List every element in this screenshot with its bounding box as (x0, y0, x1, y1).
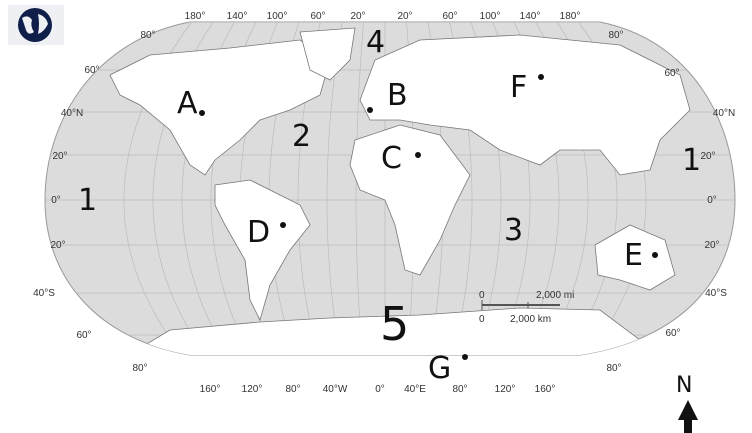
left-latitude-label: 60° (76, 330, 91, 341)
north-arrow-icon (678, 400, 698, 433)
left-latitude-label: 80° (132, 363, 147, 374)
right-latitude-label: 0° (707, 195, 717, 206)
top-longitude-label: 180° (185, 11, 206, 22)
right-latitude-label: 20° (704, 240, 719, 251)
ocean-label-1: 1 (78, 183, 97, 218)
north-america (109, 39, 331, 176)
australia (594, 224, 676, 291)
bottom-longitude-label: 120° (495, 384, 516, 395)
bottom-longitude-label: 160° (535, 384, 556, 395)
point-marker (367, 107, 373, 113)
point-marker (538, 74, 544, 80)
left-latitude-label: 20° (52, 151, 67, 162)
top-longitude-label: 60° (442, 11, 457, 22)
point-label-a: A (177, 86, 198, 121)
point-label-e: E (624, 238, 643, 273)
top-longitude-label: 60° (310, 11, 325, 22)
longitude-line (355, 22, 364, 355)
scale-miles: 2,000 mi (536, 290, 574, 301)
right-latitude-label: 40°N (713, 108, 735, 119)
africa (349, 124, 471, 276)
right-latitude-label: 60° (665, 328, 680, 339)
bottom-longitude-label: 40°E (404, 384, 426, 395)
ocean-label-3: 3 (504, 213, 523, 248)
continents (109, 27, 691, 355)
left-latitude-label: 60° (84, 65, 99, 76)
ocean-label-5: 5 (380, 297, 409, 351)
greenland (299, 27, 356, 81)
top-longitude-label: 140° (520, 11, 541, 22)
globe-icon (8, 5, 64, 45)
top-longitude-label: 100° (480, 11, 501, 22)
bottom-longitude-label: 80° (285, 384, 300, 395)
point-label-g: G (428, 351, 451, 386)
point-label-c: C (381, 141, 402, 176)
bottom-longitude-label: 160° (200, 384, 221, 395)
right-latitude-label: 80° (608, 30, 623, 41)
point-marker (462, 354, 468, 360)
point-marker (415, 152, 421, 158)
scale-bar: 0 2,000 mi 0 2,000 km (479, 290, 574, 325)
right-latitude-label: 80° (606, 363, 621, 374)
left-latitude-label: 0° (51, 195, 61, 206)
scale-zero-bottom: 0 (479, 314, 485, 325)
right-latitude-label: 20° (700, 151, 715, 162)
right-latitude-label: 40°S (705, 288, 727, 299)
left-latitude-label: 40°S (33, 288, 55, 299)
north-label: N (676, 373, 692, 398)
left-latitude-label: 40°N (61, 108, 83, 119)
ocean-label-4: 4 (366, 25, 385, 60)
bottom-longitude-label: 120° (242, 384, 263, 395)
left-latitude-label: 80° (140, 30, 155, 41)
bottom-longitude-label: 80° (452, 384, 467, 395)
point-marker (280, 222, 286, 228)
top-longitude-label: 20° (350, 11, 365, 22)
top-longitude-label: 140° (227, 11, 248, 22)
scale-zero-top: 0 (479, 290, 485, 301)
scale-km: 2,000 km (510, 314, 551, 325)
point-label-f: F (510, 70, 527, 105)
point-marker (199, 110, 205, 116)
ocean-label-2: 2 (292, 119, 311, 154)
point-marker (652, 252, 658, 258)
bottom-longitude-label: 40°W (323, 384, 348, 395)
right-latitude-label: 60° (664, 68, 679, 79)
bottom-longitude-label: 0° (375, 384, 385, 395)
left-latitude-label: 20° (50, 240, 65, 251)
top-longitude-label: 20° (397, 11, 412, 22)
top-longitude-label: 180° (560, 11, 581, 22)
top-longitude-label: 100° (267, 11, 288, 22)
antarctica (118, 307, 661, 355)
south-america (214, 179, 311, 322)
ocean-label-1: 1 (682, 143, 701, 178)
point-label-d: D (247, 215, 270, 250)
eurasia (359, 34, 691, 176)
point-label-b: B (387, 78, 408, 113)
